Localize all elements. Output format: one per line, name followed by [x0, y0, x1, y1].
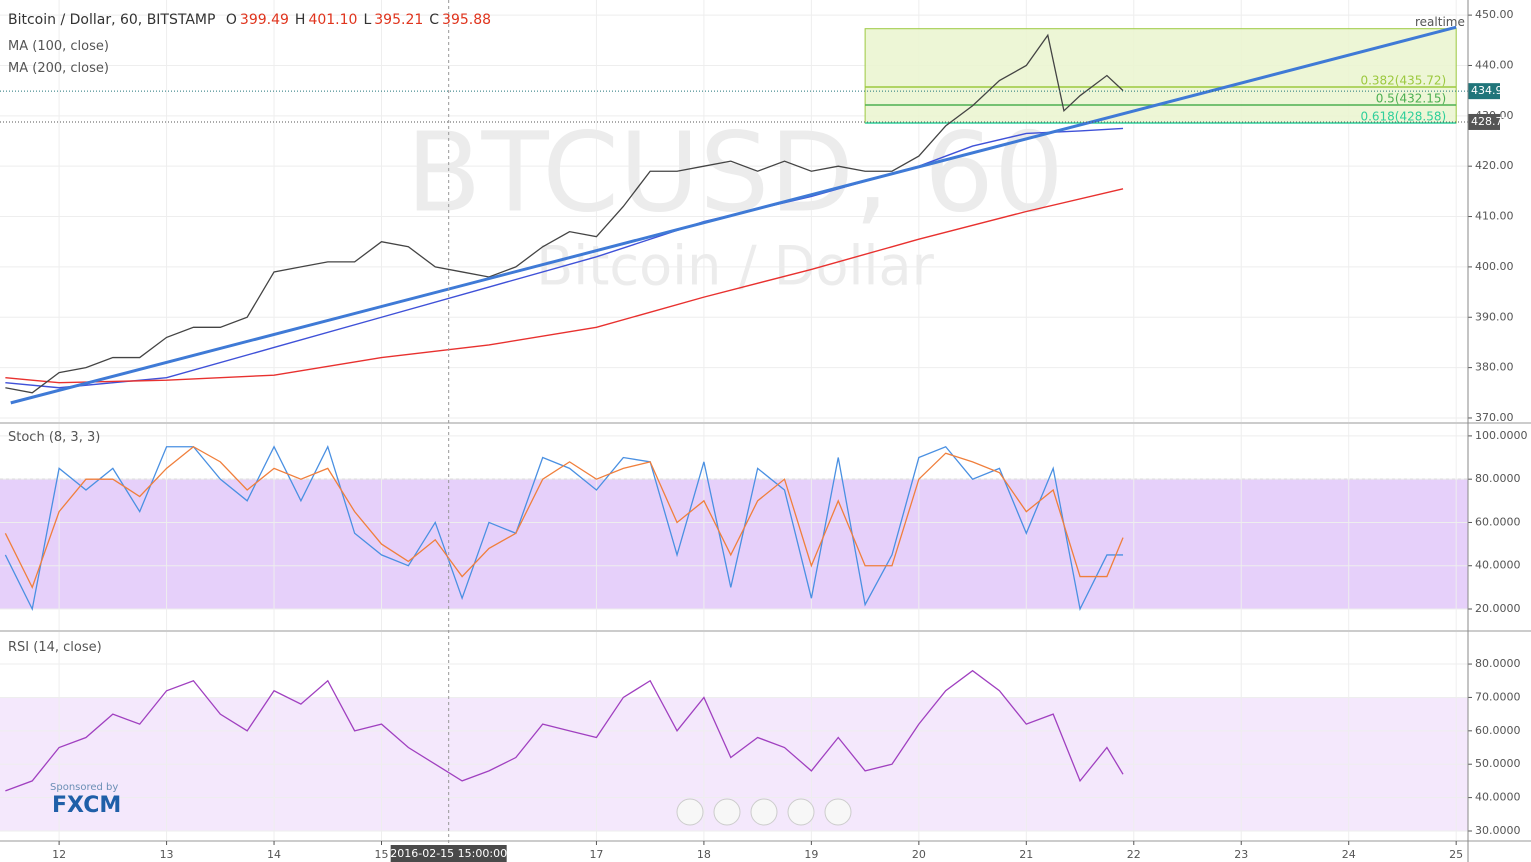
sponsor: Sponsored by	[50, 782, 119, 793]
y-tick-label: 60.0000	[1475, 515, 1521, 528]
watermark-sub: Bitcoin / Dollar	[536, 235, 934, 298]
x-tick-label: 13	[160, 848, 174, 861]
legend: MA (100, close) MA (200, close)	[8, 36, 115, 80]
x-tick-label: 18	[697, 848, 711, 861]
ohlc-name: L	[363, 12, 372, 28]
y-tick-label: 100.0000	[1475, 429, 1528, 442]
series-line	[4, 445, 1124, 590]
price-tag	[1468, 113, 1500, 130]
y-tick-label: 50.0000	[1475, 757, 1521, 770]
series-line	[5, 188, 1124, 384]
y-tick-label: 380.00	[1475, 361, 1514, 374]
ohlc-value: 395.88	[442, 12, 492, 28]
y-tick-label: 370.00	[1475, 411, 1514, 424]
fib-label: 0.5(432.15)	[1376, 91, 1446, 105]
x-tick-label: 22	[1127, 848, 1141, 861]
rsi-title: RSI (14, close)	[8, 640, 102, 655]
price-tag	[1468, 83, 1500, 100]
legend-entry: MA (200, close)	[8, 58, 115, 80]
legend-label: MA (100, close)	[8, 39, 109, 54]
x-tick-label: 23	[1234, 848, 1248, 861]
y-tick-label: 40.0000	[1475, 559, 1521, 572]
legend-label: MA (200, close)	[8, 61, 109, 76]
x-tick-label: 12	[52, 848, 66, 861]
stoch-title: Stoch (8, 3, 3)	[8, 430, 101, 445]
price-line	[5, 33, 1124, 394]
y-tick-label: 400.00	[1475, 260, 1514, 273]
y-tick-label: 440.00	[1475, 58, 1514, 71]
ohlc-name: O	[225, 12, 237, 28]
crosshair-tag	[390, 845, 507, 862]
x-tick-label: 21	[1019, 848, 1033, 861]
x-tick-label: 17	[589, 848, 603, 861]
crosshair-label: 2016-02-15 15:00:00	[390, 847, 507, 860]
x-tick-label: 20	[912, 848, 926, 861]
x-tick-label: 14	[267, 848, 281, 861]
x-tick-label: 25	[1449, 848, 1463, 861]
ohlc: O 399.49 H 401.10 L 395.21 C 395.88	[226, 12, 497, 28]
ohlc-value: 395.21	[374, 12, 424, 28]
brand: FXCM	[52, 793, 122, 818]
y-tick-label: 60.0000	[1475, 724, 1521, 737]
zoom-out-button[interactable]	[713, 798, 741, 826]
reset-button[interactable]	[750, 798, 778, 826]
ohlc-name: C	[429, 12, 440, 28]
trendline	[10, 25, 1457, 405]
series-line	[5, 127, 1124, 389]
symbol-title: Bitcoin / Dollar, 60, BITSTAMP	[8, 12, 216, 28]
zoom-in-button[interactable]	[787, 798, 815, 826]
series-line	[5, 669, 1124, 792]
fib-box	[864, 28, 1457, 124]
watermark: BTCUSD, 60	[406, 108, 1064, 236]
scroll-left-button[interactable]	[676, 798, 704, 826]
fib-label: 0.618(428.58)	[1360, 109, 1446, 123]
y-tick-label: 80.0000	[1475, 472, 1521, 485]
y-tick-label: 410.00	[1475, 210, 1514, 223]
price-tag-label: 434.90	[1471, 84, 1510, 97]
zoom-controls	[676, 798, 852, 826]
realtime: realtime	[1415, 15, 1465, 29]
legend-entry: MA (100, close)	[8, 36, 115, 58]
y-tick-label: 420.00	[1475, 159, 1514, 172]
y-tick-label: 70.0000	[1475, 690, 1521, 703]
y-tick-label: 30.0000	[1475, 824, 1521, 837]
ohlc-name: H	[294, 12, 306, 28]
x-tick-label: 24	[1342, 848, 1356, 861]
ohlc-value: 399.49	[239, 12, 289, 28]
y-tick-label: 40.0000	[1475, 791, 1521, 804]
y-tick-label: 450.00	[1475, 8, 1514, 21]
scroll-right-button[interactable]	[824, 798, 852, 826]
y-tick-label: 80.0000	[1475, 657, 1521, 670]
fib-label: 0.382(435.72)	[1360, 74, 1446, 88]
price-tag-label: 428.78	[1471, 115, 1510, 128]
header: Bitcoin / Dollar, 60, BITSTAMP O 399.49 H 4…	[8, 12, 503, 28]
x-tick-label: 19	[804, 848, 818, 861]
band	[0, 479, 1468, 610]
x-tick-label: 15	[375, 848, 389, 861]
y-tick-label: 20.0000	[1475, 602, 1521, 615]
y-tick-label: 390.00	[1475, 310, 1514, 323]
ohlc-value: 401.10	[308, 12, 358, 28]
